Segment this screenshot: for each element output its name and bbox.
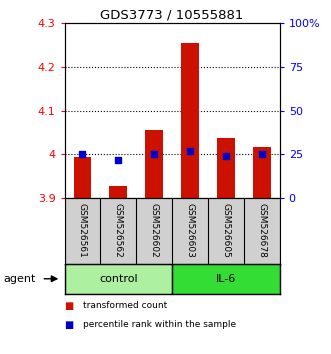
Point [152, 152, 157, 157]
Bar [109, 186, 127, 198]
Text: ■: ■ [65, 320, 74, 330]
Bar [73, 158, 91, 198]
Point [80, 152, 85, 157]
Text: GSM526678: GSM526678 [257, 204, 266, 258]
Bar [172, 264, 280, 294]
Text: agent: agent [3, 274, 36, 284]
Bar [253, 147, 271, 198]
Bar [145, 130, 163, 198]
Text: transformed count: transformed count [83, 301, 167, 310]
Point [223, 153, 228, 159]
Text: IL-6: IL-6 [216, 274, 236, 284]
Title: GDS3773 / 10555881: GDS3773 / 10555881 [100, 9, 244, 22]
Text: control: control [99, 274, 138, 284]
Text: GSM526603: GSM526603 [186, 204, 195, 258]
Bar [65, 264, 172, 294]
Bar [181, 43, 199, 198]
Text: GSM526562: GSM526562 [114, 204, 123, 258]
Point [259, 152, 264, 157]
Point [116, 157, 121, 162]
Text: GSM526605: GSM526605 [221, 204, 230, 258]
Text: GSM526602: GSM526602 [150, 204, 159, 258]
Text: ■: ■ [65, 301, 74, 311]
Text: GSM526561: GSM526561 [78, 204, 87, 258]
Text: percentile rank within the sample: percentile rank within the sample [83, 320, 236, 329]
Bar [217, 138, 235, 198]
Point [187, 148, 193, 154]
